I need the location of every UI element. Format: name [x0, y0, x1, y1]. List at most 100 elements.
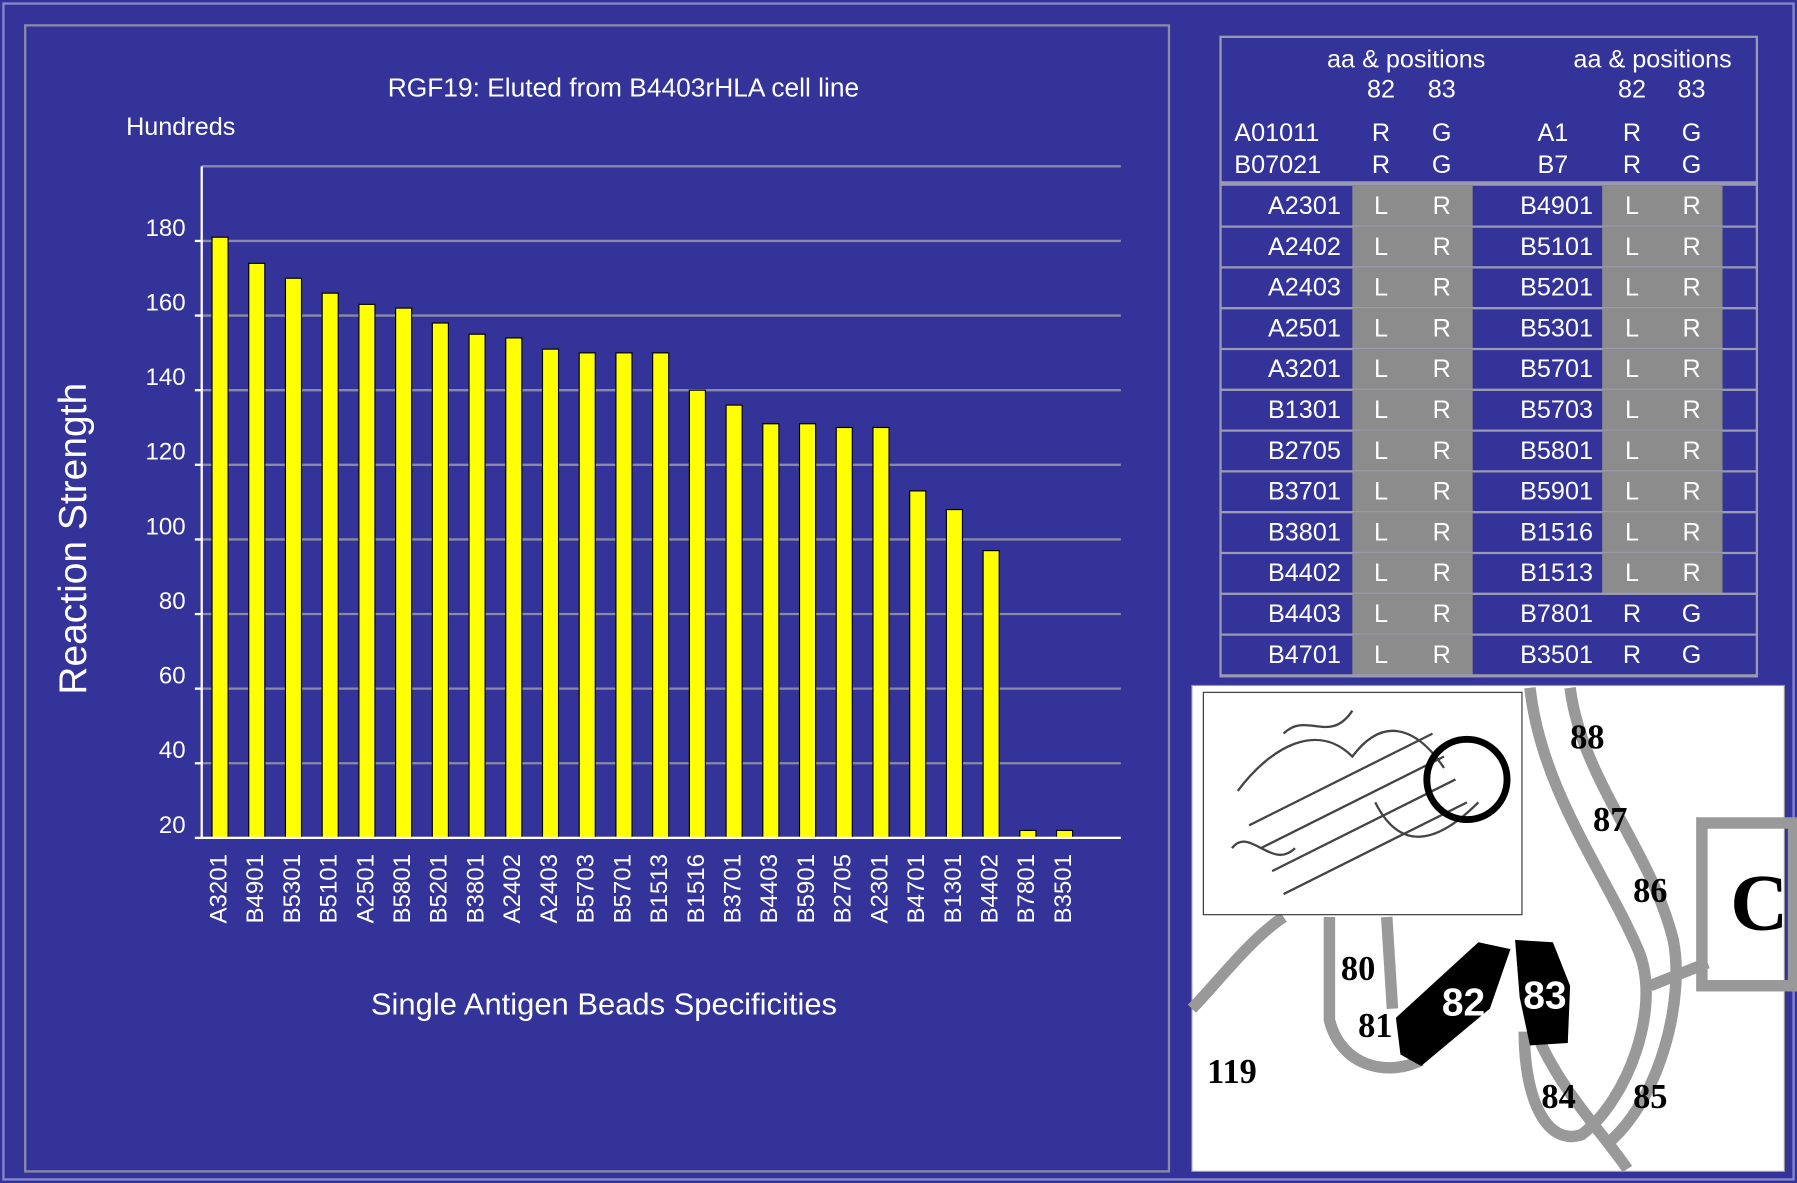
x-tick-label: B4901	[242, 854, 269, 924]
position-header: 82	[1618, 75, 1646, 103]
residue: R	[1433, 274, 1451, 302]
residue-number: 80	[1341, 950, 1375, 988]
residue: L	[1374, 274, 1388, 302]
residue: L	[1374, 559, 1388, 587]
residue: L	[1374, 518, 1388, 546]
bar	[688, 389, 706, 839]
x-tick-label: A2403	[536, 854, 563, 924]
cell-shade	[1602, 552, 1723, 594]
allele: B4402	[1268, 559, 1341, 587]
allele: B7	[1537, 151, 1568, 179]
cell-shade	[1352, 308, 1473, 349]
bar	[798, 423, 817, 839]
table-header: aa & positions	[1573, 46, 1731, 74]
residue: R	[1682, 437, 1700, 465]
cell-shade	[1352, 552, 1473, 594]
position-header: 82	[1367, 75, 1395, 103]
strand	[1696, 817, 1797, 992]
cell-shade	[1352, 185, 1473, 227]
position-header: 83	[1678, 75, 1706, 103]
residue: L	[1625, 355, 1639, 383]
highlight-circle	[1423, 735, 1511, 824]
inset	[1202, 691, 1523, 916]
residue-number: 84	[1541, 1078, 1575, 1116]
residue: R	[1433, 192, 1451, 220]
strand	[1518, 687, 1652, 1143]
allele: B5201	[1520, 274, 1593, 302]
cell-shade	[1602, 389, 1723, 431]
residue: L	[1625, 396, 1639, 424]
allele: B2705	[1268, 437, 1341, 465]
allele: B07021	[1234, 151, 1321, 179]
allele: A01011	[1234, 119, 1319, 147]
bar	[835, 426, 853, 839]
bar	[468, 333, 486, 839]
residue: L	[1374, 641, 1388, 669]
bar	[248, 262, 266, 839]
residue: R	[1433, 641, 1451, 669]
residue: R	[1433, 233, 1451, 261]
allele: A1	[1537, 119, 1568, 147]
residue: R	[1433, 600, 1451, 628]
residue: L	[1625, 314, 1639, 342]
residue: L	[1374, 192, 1388, 220]
x-tick-label: B4701	[903, 854, 930, 924]
residue: L	[1374, 396, 1388, 424]
y-tick-label: 140	[146, 364, 186, 391]
bar	[211, 236, 229, 839]
residue: L	[1374, 437, 1388, 465]
allele: B5301	[1520, 314, 1593, 342]
x-tick-label: B2705	[830, 854, 857, 924]
bar	[762, 423, 780, 839]
allele: B1301	[1268, 396, 1341, 424]
x-tick-label: B5703	[573, 854, 600, 924]
residue: L	[1625, 274, 1639, 302]
x-tick-label: B3501	[1050, 854, 1077, 924]
bar	[358, 303, 376, 839]
y-tick-label: 100	[146, 513, 186, 540]
cell-shade	[1352, 348, 1473, 390]
chart-title: RGF19: Eluted from B4403rHLA cell line	[388, 72, 860, 102]
allele: B3501	[1520, 641, 1593, 669]
x-tick-label: B1516	[683, 854, 710, 924]
bar	[431, 322, 449, 839]
residue: L	[1625, 233, 1639, 261]
allele: B7801	[1520, 600, 1593, 628]
residue-number: 85	[1633, 1078, 1667, 1116]
allele: B5701	[1520, 355, 1593, 383]
allele: B5703	[1520, 396, 1593, 424]
allele: A3201	[1268, 355, 1341, 383]
cell-shade	[1352, 634, 1473, 676]
residue: R	[1623, 119, 1641, 147]
residue-number: 81	[1358, 1007, 1392, 1045]
bar	[578, 352, 596, 839]
x-tick-label: B3701	[719, 854, 746, 924]
residue: R	[1433, 559, 1451, 587]
residue-number: 82	[1442, 982, 1485, 1025]
cell-shade	[1352, 226, 1473, 268]
x-tick-label: A2402	[499, 854, 526, 924]
x-tick-label: A2301	[866, 854, 893, 924]
residue: L	[1374, 233, 1388, 261]
residue-number: C	[1730, 860, 1788, 948]
strand	[1564, 687, 1682, 1151]
cell-shade	[1602, 308, 1723, 349]
x-tick-label: B5101	[316, 854, 343, 924]
residue-number: 88	[1570, 718, 1604, 756]
bar	[872, 426, 890, 839]
bar	[321, 292, 339, 839]
x-tick-label: B1513	[646, 854, 673, 924]
cell-shade	[1352, 267, 1473, 309]
bar	[945, 508, 964, 839]
strand	[1380, 916, 1399, 1010]
allele: A2301	[1268, 192, 1341, 220]
cell-shade	[1602, 430, 1723, 472]
bar	[284, 277, 303, 839]
allele: B3701	[1268, 478, 1341, 506]
protein-sketch	[1231, 710, 1480, 896]
strand	[1187, 912, 1287, 1013]
residue: R	[1433, 396, 1451, 424]
residue: R	[1623, 151, 1641, 179]
residue: G	[1432, 151, 1452, 179]
allele: B4403	[1268, 600, 1341, 628]
